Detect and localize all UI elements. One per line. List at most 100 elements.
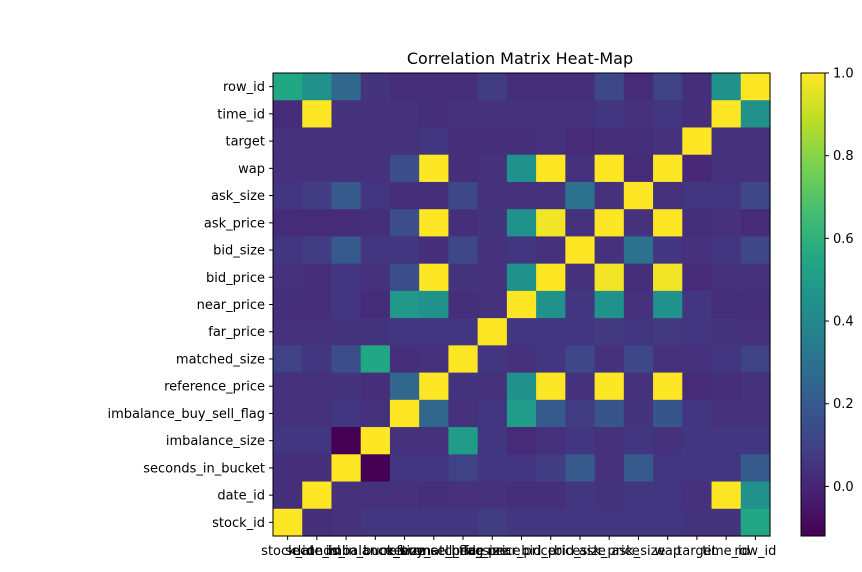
x-tick-label: seconds_in_bucket [285,544,407,559]
heatmap-cell [506,399,537,428]
heatmap-cell [623,399,654,428]
heatmap-cell [536,399,566,428]
heatmap-cell [536,154,566,183]
heatmap-cell [360,508,391,537]
heatmap-cell [653,345,683,374]
heatmap-cell [273,290,303,319]
heatmap-cell [740,263,771,292]
heatmap-cell [302,127,333,156]
heatmap-cell [653,100,683,129]
heatmap-cell [506,318,537,346]
heatmap-cell [273,508,303,537]
heatmap-cell [273,481,303,510]
heatmap-cell [273,345,303,374]
heatmap-cell [448,454,479,483]
heatmap-cell [682,290,713,319]
heatmap-cell [331,209,362,238]
heatmap-cell [653,318,683,346]
heatmap-cell [360,209,391,238]
heatmap-cell [273,399,303,428]
heatmap-cell [565,427,596,455]
x-tick-label: date_id [293,544,341,559]
heatmap-cell [448,318,479,346]
heatmap-cell [565,454,596,483]
heatmap-cell [536,290,566,319]
heatmap-cell [302,508,333,537]
heatmap-cell [506,508,537,537]
heatmap-cell [682,236,713,265]
heatmap-cell [682,399,713,428]
heatmap-cell [623,73,654,101]
heatmap-cell [565,263,596,292]
heatmap-cell [653,399,683,428]
heatmap-cell [594,127,625,156]
heatmap-cell [331,236,362,265]
heatmap-cell [594,427,625,455]
heatmap-cell [711,508,742,537]
heatmap-cell [565,372,596,401]
heatmap-cell [623,318,654,346]
heatmap-cell [331,345,362,374]
heatmap-cell [360,154,391,183]
heatmap-cell [682,345,713,374]
heatmap-cell [653,73,683,101]
colorbar-tick-label: 0.2 [833,397,854,412]
heatmap-cell [389,100,420,129]
heatmap-cell [302,318,333,346]
heatmap-cell [653,263,683,292]
heatmap-cell [682,181,713,210]
heatmap-cell [565,100,596,129]
heatmap-cell [360,318,391,346]
heatmap-cell [682,318,713,346]
colorbar-tick-label: 0.6 [833,232,854,247]
heatmap-cell [273,372,303,401]
heatmap-cell [477,454,508,483]
heatmap-cell [302,481,333,510]
heatmap-cell [653,154,683,183]
heatmap-cell [653,427,683,455]
heatmap-cell [623,345,654,374]
heatmap-cell [682,73,713,101]
heatmap-cell [360,372,391,401]
heatmap-cell [536,127,566,156]
heatmap-cell [594,100,625,129]
heatmap-cell [419,508,450,537]
y-tick-label: target [225,135,265,150]
heatmap-cell [740,127,771,156]
heatmap-cell [302,236,333,265]
heatmap-cell [360,290,391,319]
heatmap-cell [419,181,450,210]
y-tick-label: imbalance_size [166,434,265,449]
heatmap-cell [477,209,508,238]
heatmap-cell [711,454,742,483]
heatmap-cell [331,508,362,537]
heatmap-cell [594,181,625,210]
heatmap-cell [389,372,420,401]
y-tick-label: near_price [197,298,265,313]
heatmap-cell [711,236,742,265]
heatmap-cell [360,127,391,156]
heatmap-cell [536,73,566,101]
heatmap-cell [565,481,596,510]
heatmap-cell [565,154,596,183]
colorbar [800,72,826,537]
heatmap-cell [623,100,654,129]
heatmap-cell [506,372,537,401]
heatmap-cell [389,345,420,374]
heatmap-cell [536,508,566,537]
y-tick-label: ask_price [204,216,265,231]
heatmap-cell [389,263,420,292]
colorbar-ticks: 0.0 0.2 0.4 0.6 0.8 1.0 [825,67,854,495]
heatmap-cell [565,399,596,428]
heatmap-cell [448,181,479,210]
heatmap-cell [448,345,479,374]
heatmap-cell [331,73,362,101]
x-tick-label: row_id [734,544,776,559]
heatmap-cell [594,399,625,428]
heatmap-cell [477,399,508,428]
y-tick-label: time_id [217,107,265,122]
heatmap-cell [302,290,333,319]
